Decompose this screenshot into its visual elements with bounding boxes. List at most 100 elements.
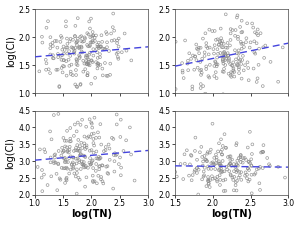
Point (116, 57, 121, 61)
Point (260, 150, 265, 154)
Point (233, 165, 238, 169)
Point (74, 157, 78, 161)
Point (216, 162, 221, 165)
Point (54, 172, 59, 176)
Point (229, 70, 233, 74)
Point (100, 164, 104, 167)
Point (209, 204, 214, 207)
Point (92, 144, 97, 147)
Point (234, 141, 239, 145)
Point (37, 70, 42, 73)
Point (234, 168, 239, 171)
Point (202, 173, 206, 177)
Point (208, 178, 212, 182)
Point (82, 36, 87, 39)
Point (231, 162, 236, 166)
Point (192, 68, 197, 72)
Point (77, 158, 82, 162)
Point (81, 59, 85, 63)
Point (238, 154, 243, 157)
Point (193, 54, 197, 58)
Point (219, 164, 224, 168)
Point (167, 176, 172, 180)
Point (111, 12, 116, 15)
Point (196, 46, 201, 50)
Point (221, 51, 226, 55)
Point (202, 51, 207, 54)
Point (60, 146, 64, 150)
Point (62, 48, 67, 52)
Point (65, 167, 70, 171)
Point (98, 63, 103, 67)
Point (48, 130, 52, 133)
Point (85, 43, 89, 47)
Point (212, 29, 217, 33)
Point (218, 164, 223, 167)
Point (197, 151, 202, 154)
Point (239, 42, 244, 46)
Point (68, 72, 73, 76)
Point (78, 152, 83, 156)
Point (217, 162, 222, 166)
Point (74, 192, 79, 196)
Point (64, 160, 68, 164)
Point (268, 164, 272, 168)
Point (96, 41, 101, 44)
Point (87, 45, 92, 48)
Point (94, 136, 98, 140)
Point (61, 149, 66, 152)
Point (74, 73, 79, 77)
Point (80, 160, 84, 163)
Point (68, 37, 73, 40)
Point (235, 179, 239, 183)
Point (44, 68, 49, 72)
Point (88, 51, 92, 54)
Point (235, 62, 239, 66)
Point (200, 178, 205, 181)
Point (249, 158, 254, 161)
Point (86, 135, 91, 138)
Point (67, 172, 72, 175)
Point (218, 150, 223, 154)
Point (90, 174, 95, 178)
Point (198, 69, 203, 72)
Point (276, 165, 280, 169)
Point (196, 193, 201, 196)
Point (239, 47, 244, 50)
Point (238, 25, 242, 29)
Point (95, 130, 100, 134)
Point (49, 175, 54, 178)
Point (61, 58, 66, 62)
Point (73, 46, 78, 50)
Point (79, 141, 84, 144)
Point (220, 148, 224, 151)
Point (129, 58, 134, 62)
Point (81, 163, 86, 166)
Point (49, 137, 54, 141)
Point (236, 176, 241, 179)
Point (116, 45, 121, 48)
Point (114, 123, 119, 126)
Point (219, 167, 224, 170)
Point (68, 140, 73, 143)
Point (222, 50, 226, 54)
Point (257, 165, 262, 169)
Point (100, 67, 105, 70)
Point (206, 182, 211, 186)
Point (27, 136, 32, 140)
Point (190, 173, 195, 177)
Point (107, 147, 112, 150)
Point (210, 160, 215, 164)
Point (228, 174, 233, 177)
Point (85, 32, 90, 35)
Point (45, 183, 50, 187)
Point (70, 38, 75, 42)
Point (98, 156, 102, 160)
Point (95, 51, 100, 54)
Point (217, 43, 221, 47)
Point (74, 41, 79, 45)
Point (75, 39, 80, 43)
Point (234, 189, 239, 192)
Point (75, 16, 80, 20)
Point (70, 162, 74, 166)
